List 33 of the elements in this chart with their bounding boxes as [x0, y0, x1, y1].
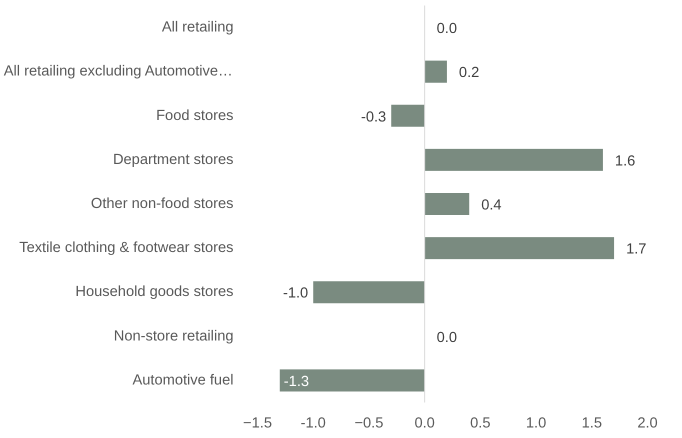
x-tick-label: -1.0: [300, 416, 326, 432]
bar: [424, 148, 603, 171]
x-tick-label: 0.5: [470, 416, 491, 432]
y-tick-label: All retailing excluding Automotive…: [4, 64, 233, 80]
data-label: 0.0: [436, 330, 458, 346]
bar: [280, 369, 425, 392]
bar: [424, 192, 470, 216]
bar: [424, 237, 614, 260]
y-tick-label: Textile clothing & footwear stores: [19, 240, 234, 256]
x-tick-label: −0.5: [354, 416, 384, 432]
x-tick-label: −1.5: [243, 416, 272, 432]
data-label: -0.3: [360, 109, 386, 126]
y-tick-label: Automotive fuel: [132, 372, 234, 388]
x-tick-label: 1.5: [582, 416, 602, 432]
data-label: 0.4: [481, 198, 502, 214]
bar: [424, 60, 447, 83]
bar: [391, 104, 425, 127]
data-label: -1.0: [282, 286, 308, 302]
y-tick-label: Household goods stores: [75, 284, 234, 300]
y-tick-label: All retailing: [162, 20, 234, 36]
y-tick-label: Other non-food stores: [90, 196, 234, 212]
x-tick-label: 2.0: [637, 416, 658, 432]
data-label: 0.0: [436, 21, 458, 38]
data-label: -1.3: [284, 374, 310, 390]
y-tick-label: Non-store retailing: [114, 328, 234, 344]
y-tick-label: Department stores: [112, 152, 234, 168]
data-label: 1.7: [626, 242, 646, 258]
x-tick-label: 0.0: [414, 416, 435, 432]
y-tick-label: Food stores: [156, 108, 234, 124]
data-label: 0.2: [458, 65, 480, 82]
bar: [313, 281, 425, 304]
x-tick-label: 1.0: [526, 416, 546, 432]
data-label: 1.6: [614, 153, 636, 170]
